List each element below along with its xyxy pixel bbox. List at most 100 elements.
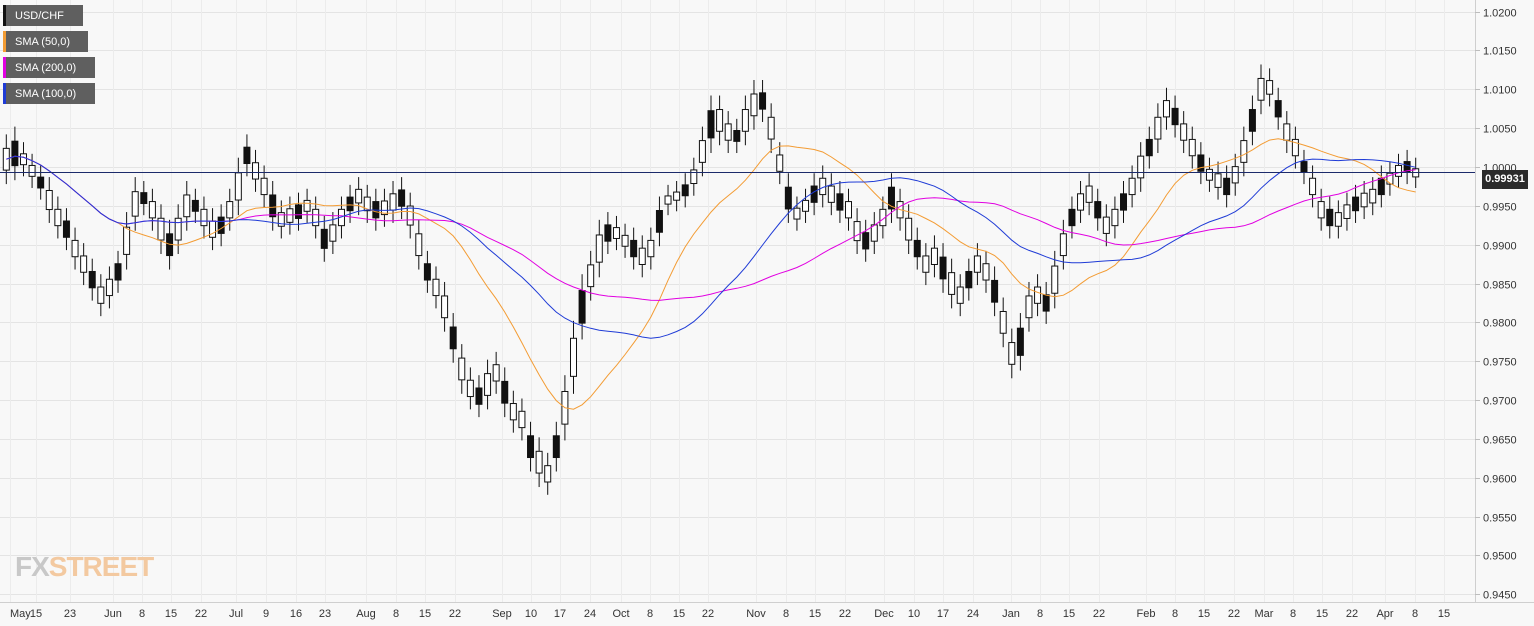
- x-tick-label: 24: [967, 608, 979, 620]
- candle-body: [956, 286, 964, 304]
- candle-body: [1145, 138, 1153, 157]
- x-tick-label: Jun: [104, 608, 122, 620]
- x-tick-label: 15: [1316, 608, 1328, 620]
- candle-body: [37, 176, 45, 189]
- x-axis-ticks: May 15 23 Jun 8 15 22 Jul 9 16 23 Aug 8 15 22 Sep 10 17 24…: [10, 608, 1450, 620]
- candle-body: [733, 129, 741, 142]
- x-tick-label: 16: [290, 608, 302, 620]
- grid: [0, 0, 1475, 602]
- x-tick-label: 15: [419, 608, 431, 620]
- y-tick-label: 1.0200: [1483, 8, 1517, 20]
- x-tick-label: May: [10, 608, 31, 620]
- candle-body: [415, 233, 423, 257]
- candle-body: [716, 109, 724, 132]
- candle-body: [991, 279, 999, 303]
- x-tick-label: 22: [1346, 608, 1358, 620]
- sma-line: [6, 138, 1416, 410]
- candle-body: [870, 224, 878, 242]
- x-tick-label: 15: [673, 608, 685, 620]
- candle-body: [62, 220, 70, 238]
- candle-body: [105, 278, 113, 297]
- candle-body: [681, 184, 689, 197]
- legend-swatch: [3, 31, 6, 52]
- candle-body: [1240, 140, 1248, 163]
- candle-body: [148, 201, 156, 219]
- x-tick-label: 17: [937, 608, 949, 620]
- candle-body: [1248, 109, 1256, 132]
- y-tick-label: 0.9850: [1483, 280, 1517, 292]
- x-tick-label: 24: [584, 608, 596, 620]
- candle-body: [1085, 185, 1093, 203]
- candle-body: [1120, 193, 1128, 211]
- x-tick-label: 15: [165, 608, 177, 620]
- candle-body: [363, 196, 371, 212]
- legend-item-sma-50[interactable]: SMA (50,0): [3, 31, 88, 52]
- candle-body: [174, 217, 182, 241]
- x-tick-label: Jul: [229, 608, 243, 620]
- candle-body: [303, 199, 311, 212]
- candle-body: [509, 403, 517, 421]
- y-tick-label: 0.9800: [1483, 318, 1517, 330]
- y-tick-label: 0.9650: [1483, 435, 1517, 447]
- candle-body: [432, 278, 440, 297]
- y-tick-label: 0.9450: [1483, 590, 1517, 602]
- candle-body: [776, 154, 784, 172]
- candle-body: [1042, 294, 1050, 312]
- legend-item-sma-200[interactable]: SMA (200,0): [3, 57, 95, 78]
- candle-body: [948, 272, 956, 295]
- x-tick-label: 15: [1198, 608, 1210, 620]
- x-tick-label: 22: [839, 608, 851, 620]
- y-tick-label: 0.9600: [1483, 474, 1517, 486]
- y-tick-label: 0.9900: [1483, 241, 1517, 253]
- candle-body: [1300, 161, 1308, 173]
- legend-item-symbol[interactable]: USD/CHF: [3, 5, 83, 26]
- x-tick-label: 22: [449, 608, 461, 620]
- x-tick-label: 10: [525, 608, 537, 620]
- candle-body: [810, 185, 818, 203]
- candle-body: [28, 164, 36, 177]
- candle-body: [475, 387, 483, 405]
- candle-body: [1162, 100, 1170, 118]
- x-tick-label: 22: [1228, 608, 1240, 620]
- candle-body: [45, 190, 53, 211]
- candle-body: [518, 410, 526, 429]
- candle-body: [578, 290, 586, 324]
- x-tick-label: 15: [1063, 608, 1075, 620]
- candle-body: [845, 201, 853, 219]
- candle-body: [1326, 208, 1334, 227]
- sma-line: [6, 155, 1416, 339]
- candle-body: [1214, 173, 1222, 188]
- candle-body: [243, 146, 251, 165]
- candle-body: [552, 435, 560, 459]
- candle-body: [2, 147, 10, 171]
- candle-body: [183, 194, 191, 218]
- legend-item-sma-100[interactable]: SMA (100,0): [3, 83, 95, 104]
- x-tick-label: Aug: [356, 608, 376, 620]
- x-tick-label: 15: [1438, 608, 1450, 620]
- y-tick-label: 0.9750: [1483, 357, 1517, 369]
- candle-body: [1171, 107, 1179, 126]
- candle-body: [647, 239, 655, 258]
- x-tick-label: 8: [1290, 608, 1296, 620]
- candle-body: [492, 364, 500, 382]
- x-tick-label: 8: [1412, 608, 1418, 620]
- sma-lines: [6, 138, 1416, 410]
- candle-body: [1317, 201, 1325, 219]
- candle-body: [200, 208, 208, 227]
- candle-body: [664, 195, 672, 205]
- candle-body: [1128, 177, 1136, 196]
- candle-body: [690, 169, 698, 185]
- candle-body: [441, 295, 449, 319]
- x-tick-label: Apr: [1376, 608, 1393, 620]
- candle-body: [612, 227, 620, 239]
- candle-body: [630, 239, 638, 258]
- candle-body: [750, 93, 758, 117]
- candle-body: [1231, 166, 1239, 184]
- legend-swatch: [3, 57, 6, 78]
- candle-body: [999, 310, 1007, 334]
- candle-body: [595, 234, 603, 263]
- candle-body: [320, 228, 328, 249]
- candle-body: [1352, 196, 1360, 212]
- candle-body: [544, 465, 552, 483]
